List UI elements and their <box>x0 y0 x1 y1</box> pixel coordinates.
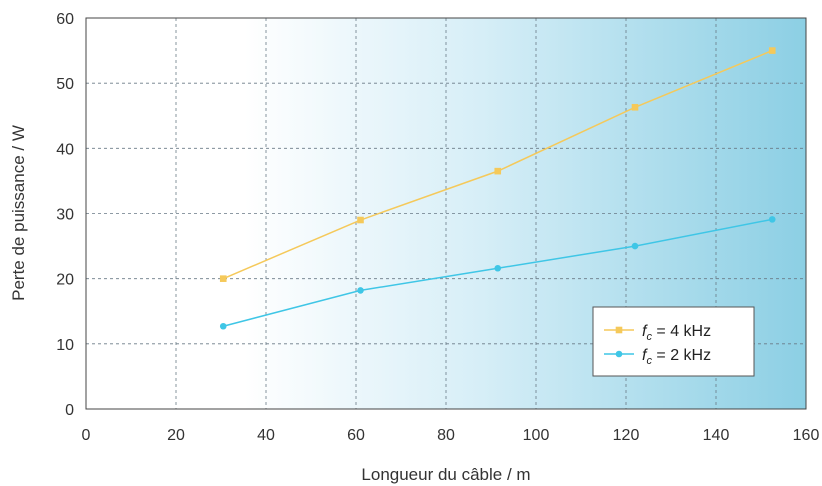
data-point <box>494 264 502 272</box>
legend-item-2: fc = 2 kHz <box>604 347 711 367</box>
x-tick-label: 160 <box>793 427 820 444</box>
data-point <box>219 322 227 330</box>
y-tick-label: 10 <box>56 337 74 354</box>
x-tick-label: 120 <box>613 427 640 444</box>
data-point <box>768 47 776 54</box>
legend-box <box>592 306 755 377</box>
series-1 <box>219 47 776 282</box>
x-tick-label: 60 <box>347 427 365 444</box>
x-tick-label: 0 <box>82 427 91 444</box>
legend-item-1: fc = 4 kHz <box>604 323 711 343</box>
series-2 <box>219 216 776 330</box>
data-point <box>357 287 364 294</box>
y-axis-ticks: 0 10 20 30 40 50 60 <box>56 11 74 419</box>
x-axis-ticks: 0 20 40 60 80 100 120 140 160 <box>82 427 820 444</box>
data-point <box>357 216 364 224</box>
data-point <box>615 326 623 334</box>
y-tick-label: 0 <box>65 402 74 419</box>
x-tick-label: 40 <box>257 427 275 444</box>
y-axis-label: Perte de puissance / W <box>9 125 28 301</box>
data-point <box>219 275 227 282</box>
x-tick-label: 100 <box>523 427 550 444</box>
x-tick-label: 140 <box>703 427 730 444</box>
data-point <box>768 216 776 223</box>
x-tick-label: 80 <box>437 427 455 444</box>
plot-border <box>85 17 807 410</box>
y-tick-label: 30 <box>56 207 74 224</box>
data-point <box>615 350 623 358</box>
legend-label: fc = 2 kHz <box>642 347 711 367</box>
legend-label: fc = 4 kHz <box>642 323 711 343</box>
x-axis-label: Longueur du câble / m <box>361 465 530 484</box>
data-point <box>631 242 639 250</box>
series-layer <box>219 47 776 330</box>
data-point <box>494 167 502 175</box>
y-tick-label: 40 <box>56 141 74 158</box>
y-tick-label: 20 <box>56 272 74 289</box>
x-tick-label: 20 <box>167 427 185 444</box>
data-point <box>631 103 639 111</box>
y-tick-label: 50 <box>56 76 74 93</box>
legend: fc = 4 kHz fc = 2 kHz <box>592 306 755 377</box>
y-tick-label: 60 <box>56 11 74 28</box>
